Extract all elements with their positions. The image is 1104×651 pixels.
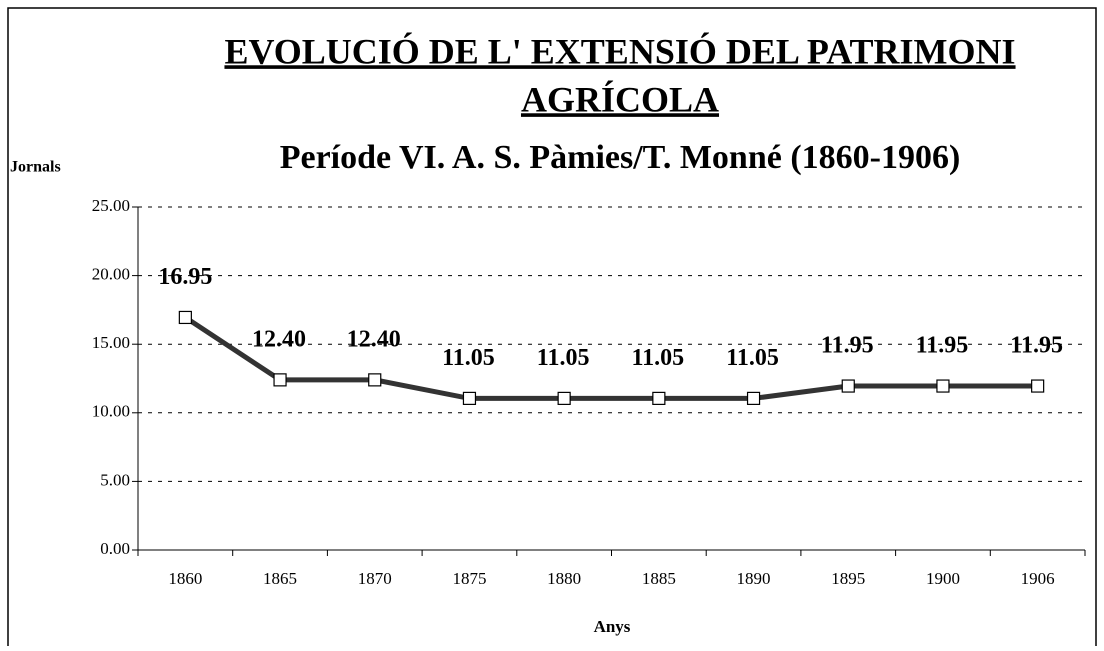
data-point	[462, 391, 477, 405]
data-label: 11.05	[537, 345, 590, 371]
chart-frame	[7, 7, 1097, 646]
data-point	[841, 379, 855, 393]
chart-title: EVOLUCIÓ DE L' EXTENSIÓ DEL PATRIMONI	[224, 31, 1015, 71]
data-point	[178, 310, 192, 325]
x-axis-label: Anys	[594, 617, 631, 636]
y-tick-label: 15.00	[92, 333, 130, 352]
data-label: 11.95	[916, 333, 969, 359]
data-point	[936, 379, 950, 393]
y-tick-label: 20.00	[92, 265, 130, 284]
y-axis-label: Jornals	[10, 159, 61, 176]
data-label: 11.95	[821, 333, 874, 359]
y-tick-label: 25.00	[92, 196, 130, 215]
data-point	[368, 373, 382, 387]
y-tick-label: 10.00	[92, 402, 130, 421]
data-label: 11.05	[442, 345, 495, 371]
y-tick-label: 5.00	[100, 470, 130, 489]
data-label: 11.05	[632, 345, 685, 371]
x-tick-label: 1900	[926, 569, 960, 588]
x-tick-label: 1870	[358, 569, 392, 588]
chart-subtitle: Període VI. A. S. Pàmies/T. Monné (1860-…	[280, 139, 961, 176]
data-label: 11.05	[726, 345, 779, 371]
data-label: 11.95	[1010, 333, 1063, 359]
y-tick-label: 0.00	[100, 539, 130, 558]
data-label: 12.40	[252, 326, 306, 352]
x-tick-label: 1890	[737, 569, 771, 588]
data-label: 12.40	[347, 326, 401, 352]
chart-title: AGRÍCOLA	[521, 79, 719, 119]
x-tick-label: 1895	[831, 569, 865, 588]
data-point	[1031, 379, 1045, 393]
data-line	[183, 315, 1038, 401]
data-point	[652, 391, 666, 405]
data-point	[273, 373, 287, 387]
x-tick-label: 1860	[168, 569, 202, 588]
x-tick-label: 1885	[642, 569, 676, 588]
x-tick-label: 1906	[1021, 569, 1055, 588]
x-tick-label: 1880	[547, 569, 581, 588]
data-point	[557, 391, 571, 405]
x-tick-label: 1875	[452, 569, 486, 588]
data-label: 16.95	[158, 264, 212, 290]
x-tick-label: 1865	[263, 569, 297, 588]
data-point	[746, 391, 761, 405]
